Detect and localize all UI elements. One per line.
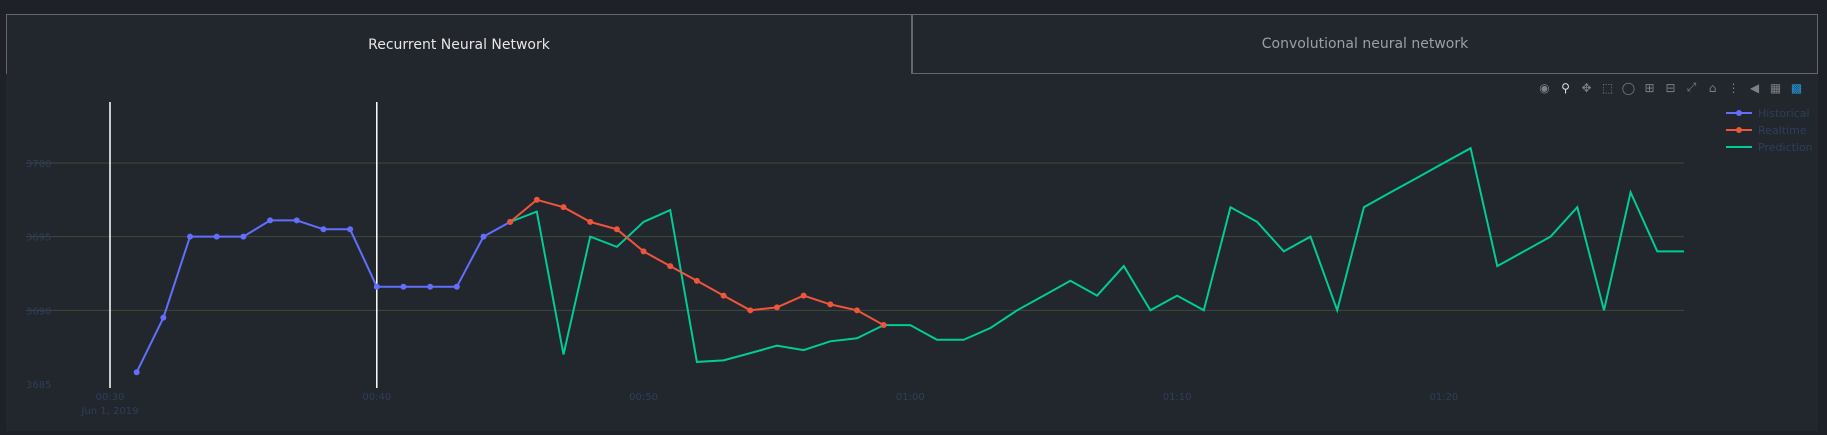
- legend-label-historical[interactable]: Historical: [1758, 107, 1810, 120]
- hover-compare-icon[interactable]: ▦: [1769, 80, 1782, 95]
- lasso-icon[interactable]: ◯: [1621, 80, 1636, 95]
- chart-panel: ◉ ⚲ ✥ ⬚ ◯ ⊞ ⊟ ⤢ ⌂ ⋮ ◀ ▦ ▩ 3685 3690 3695 37…: [6, 74, 1818, 431]
- data-point-realtime[interactable]: [587, 218, 594, 225]
- data-point-realtime[interactable]: [853, 307, 860, 314]
- data-point-realtime[interactable]: [720, 292, 727, 299]
- data-point-historical[interactable]: [320, 226, 327, 233]
- y-tick-label: 3695: [26, 233, 51, 244]
- x-tick-label: 01:00: [896, 392, 925, 403]
- line-chart: 3685 3690 3695 3700 00:30 00:40 00:50 01:00 01:…: [26, 102, 1813, 417]
- data-point-realtime[interactable]: [800, 292, 807, 299]
- x-tick-label: 01:10: [1163, 392, 1192, 403]
- data-point-realtime[interactable]: [560, 204, 567, 211]
- legend-label-realtime[interactable]: Realtime: [1758, 124, 1807, 137]
- y-tick-label: 3700: [26, 159, 51, 170]
- legend-marker-realtime: [1736, 127, 1742, 133]
- data-point-realtime[interactable]: [667, 263, 674, 270]
- grid-lines: [26, 162, 1684, 311]
- camera-icon[interactable]: ◉: [1539, 80, 1550, 95]
- x-tick-label: 00:30: [96, 392, 125, 403]
- data-point-historical[interactable]: [267, 217, 274, 224]
- legend-marker-historical: [1736, 110, 1742, 116]
- data-point-realtime[interactable]: [613, 226, 620, 233]
- x-tick-sublabel: Jun 1, 2019: [81, 406, 139, 417]
- data-point-historical[interactable]: [453, 283, 460, 290]
- data-point-realtime[interactable]: [507, 218, 514, 225]
- series-lines: [133, 146, 1684, 376]
- tab-bar: Recurrent Neural Network Convolutional n…: [6, 14, 1818, 74]
- modebar: ◉ ⚲ ✥ ⬚ ◯ ⊞ ⊟ ⤢ ⌂ ⋮ ◀ ▦ ▩: [1537, 80, 1804, 95]
- data-point-historical[interactable]: [347, 226, 354, 233]
- data-point-historical[interactable]: [480, 233, 487, 240]
- data-point-historical[interactable]: [187, 233, 194, 240]
- data-point-realtime[interactable]: [640, 248, 647, 255]
- x-tick-label: 00:40: [362, 392, 391, 403]
- autoscale-icon[interactable]: ⤢: [1686, 80, 1697, 94]
- data-point-realtime[interactable]: [880, 322, 887, 329]
- spike-lines-icon[interactable]: ⋮: [1727, 80, 1740, 95]
- y-tick-label: 3690: [26, 306, 51, 317]
- zoom-icon[interactable]: ⚲: [1561, 80, 1570, 95]
- series-line-prediction: [509, 146, 1684, 363]
- plotly-logo-icon[interactable]: ▩: [1790, 80, 1803, 95]
- data-point-historical[interactable]: [160, 314, 167, 321]
- data-point-historical[interactable]: [133, 369, 140, 376]
- legend: Historical Realtime Prediction: [1726, 107, 1813, 154]
- hover-closest-icon[interactable]: ◀: [1749, 80, 1760, 95]
- series-line-historical: [135, 219, 511, 373]
- data-point-realtime[interactable]: [533, 196, 540, 203]
- y-axis-ticks: 3685 3690 3695 3700: [26, 159, 51, 391]
- data-point-historical[interactable]: [213, 233, 220, 240]
- pan-icon[interactable]: ✥: [1581, 80, 1592, 95]
- vertical-markers: [109, 102, 378, 388]
- data-point-historical[interactable]: [427, 283, 434, 290]
- box-select-icon[interactable]: ⬚: [1601, 80, 1614, 95]
- x-tick-label: 00:50: [629, 392, 658, 403]
- data-point-historical[interactable]: [400, 283, 407, 290]
- data-point-historical[interactable]: [293, 217, 300, 224]
- data-point-realtime[interactable]: [773, 304, 780, 311]
- tab-recurrent-neural-network[interactable]: Recurrent Neural Network: [6, 14, 912, 74]
- data-point-realtime[interactable]: [693, 277, 700, 284]
- series-line-realtime: [509, 198, 885, 326]
- data-point-realtime[interactable]: [747, 307, 754, 314]
- x-axis-ticks: 00:30 00:40 00:50 01:00 01:10 01:20 Jun 1, 201…: [81, 392, 1459, 417]
- data-point-historical[interactable]: [240, 233, 247, 240]
- data-point-realtime[interactable]: [827, 301, 834, 308]
- legend-label-prediction[interactable]: Prediction: [1758, 141, 1813, 154]
- zoom-out-icon[interactable]: ⊟: [1665, 80, 1676, 95]
- data-point-historical[interactable]: [373, 283, 380, 290]
- x-tick-label: 01:20: [1429, 392, 1458, 403]
- home-icon[interactable]: ⌂: [1708, 80, 1717, 95]
- zoom-in-icon[interactable]: ⊞: [1644, 80, 1655, 95]
- y-tick-label: 3685: [26, 380, 51, 391]
- tab-convolutional-neural-network[interactable]: Convolutional neural network: [912, 14, 1818, 74]
